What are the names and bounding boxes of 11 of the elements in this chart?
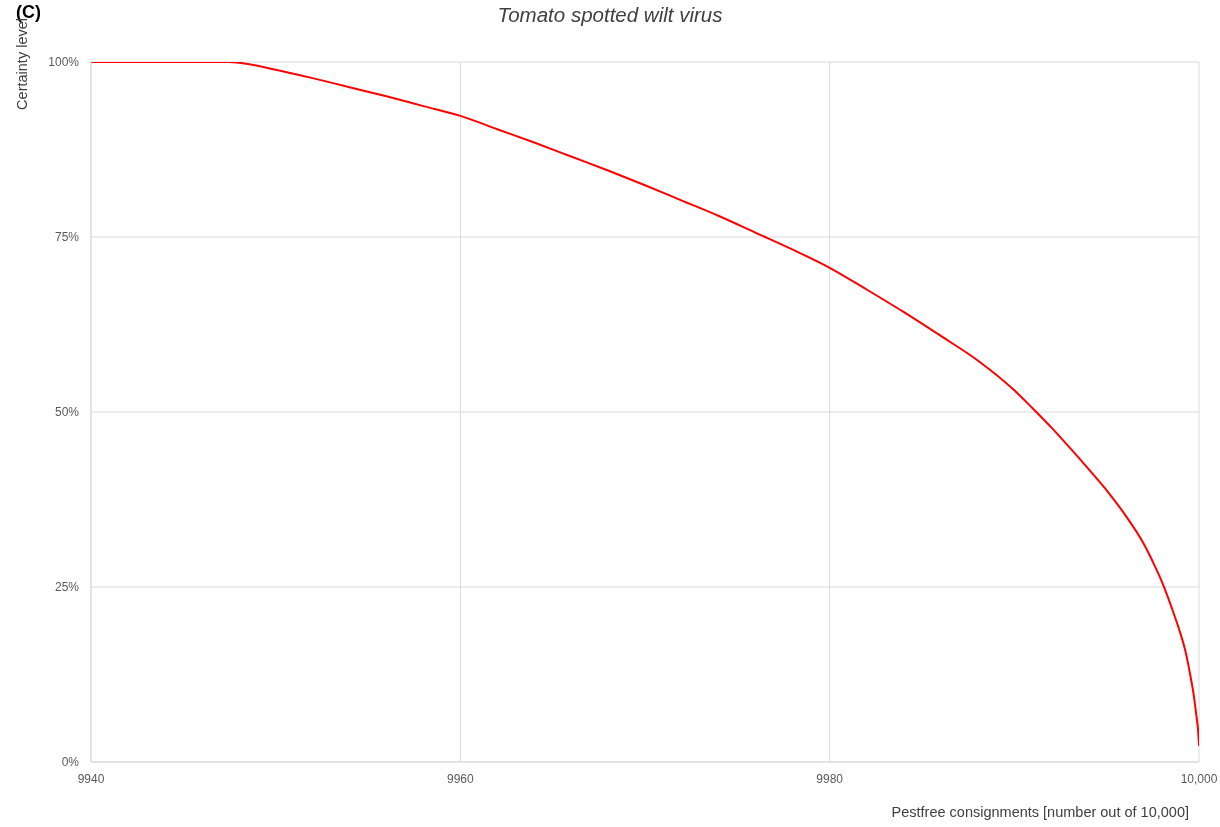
chart-title: Tomato spotted wilt virus <box>497 3 723 26</box>
y-tick-label: 75% <box>54 230 80 245</box>
x-tick-label: 10,000 <box>1180 771 1218 786</box>
x-tick-label: 9960 <box>446 771 474 786</box>
x-axis-title: Pestfree consignments [number out of 10,000] <box>891 804 1189 820</box>
x-tick-label: 9980 <box>816 771 844 786</box>
x-tick-label: 9940 <box>77 771 105 786</box>
y-tick-label: 0% <box>61 755 80 770</box>
y-tick-label: 25% <box>54 580 80 595</box>
y-tick-label: 100% <box>48 55 80 70</box>
y-tick-label: 50% <box>54 405 80 420</box>
